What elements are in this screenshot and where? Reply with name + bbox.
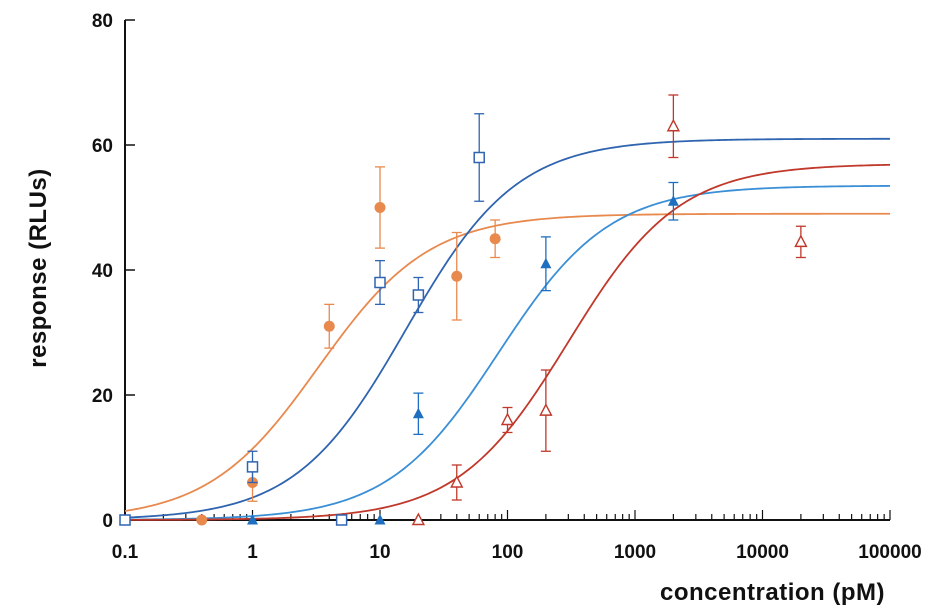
data-point bbox=[119, 514, 131, 526]
y-tick-label: 20 bbox=[92, 386, 113, 407]
data-point bbox=[323, 320, 335, 332]
data-point bbox=[335, 514, 348, 526]
y-tick-label: 40 bbox=[92, 261, 113, 282]
data-point bbox=[500, 412, 515, 426]
data-point bbox=[412, 289, 425, 301]
data-point bbox=[247, 514, 258, 525]
data-point bbox=[374, 202, 386, 213]
y-ticks: 0 20 40 60 80 bbox=[92, 11, 135, 532]
y-tick-label: 0 bbox=[102, 511, 113, 532]
data-point bbox=[794, 234, 808, 248]
data-point bbox=[450, 474, 464, 488]
x-tick-label: 10 bbox=[369, 542, 390, 563]
data-point bbox=[412, 407, 424, 419]
fit-curves bbox=[124, 137, 891, 521]
fit-curve-3 bbox=[124, 185, 891, 521]
x-tick-label: 0.1 bbox=[112, 542, 139, 563]
data-point bbox=[667, 195, 679, 206]
fit-curve-1 bbox=[124, 212, 890, 512]
x-tick-label: 1000 bbox=[614, 542, 656, 563]
y-tick-label: 60 bbox=[92, 136, 113, 157]
data-points bbox=[119, 94, 808, 526]
data-point bbox=[489, 233, 501, 245]
x-tick-label: 100000 bbox=[858, 542, 921, 563]
data-point bbox=[246, 461, 259, 473]
y-axis-title: response (RLUs) bbox=[25, 168, 52, 368]
data-point bbox=[473, 151, 485, 164]
x-axis-title: concentration (pM) bbox=[660, 579, 885, 606]
data-point bbox=[411, 512, 426, 526]
axes: 0.1 1 10 100 1000 10000 100000 0 20 40 60 80 bbox=[92, 11, 922, 563]
data-point bbox=[451, 270, 463, 282]
data-point bbox=[374, 276, 386, 289]
x-tick-label: 100 bbox=[492, 542, 524, 563]
x-tick-label: 10000 bbox=[736, 542, 789, 563]
data-point bbox=[374, 514, 386, 525]
data-point bbox=[196, 514, 208, 526]
data-point bbox=[540, 257, 552, 269]
x-tick-label: 1 bbox=[247, 542, 258, 563]
fit-curve-4 bbox=[124, 163, 891, 521]
data-point bbox=[666, 118, 681, 132]
data-point bbox=[539, 403, 553, 416]
y-tick-label: 80 bbox=[92, 11, 113, 32]
